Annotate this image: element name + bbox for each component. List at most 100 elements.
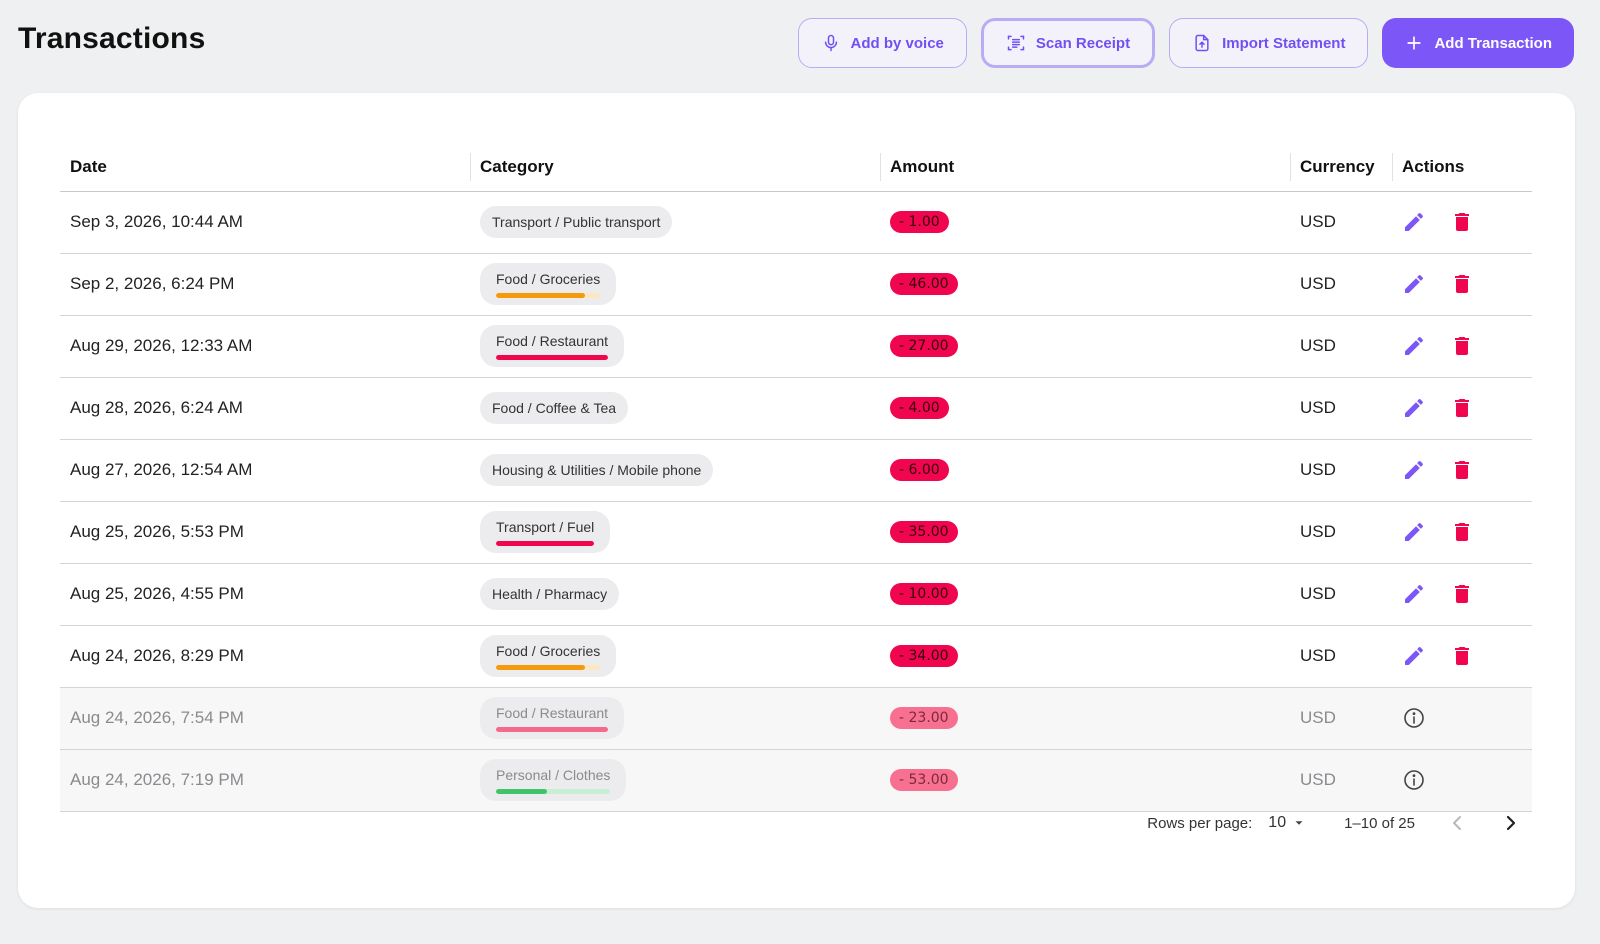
table-row[interactable]: Sep 3, 2026, 10:44 AM Transport / Public…	[60, 191, 1532, 254]
category-chip[interactable]: Transport / Public transport	[480, 206, 673, 238]
edit-icon[interactable]	[1402, 458, 1426, 482]
category-label: Health / Pharmacy	[492, 586, 608, 602]
category-chip[interactable]: Food / Restaurant	[480, 697, 625, 739]
amount-badge: - 23.00	[890, 707, 958, 729]
category-chip[interactable]: Transport / Fuel	[480, 511, 611, 553]
actions-cell	[1392, 563, 1532, 626]
edit-icon[interactable]	[1402, 644, 1426, 668]
table-row[interactable]: Aug 24, 2026, 7:19 PM Personal / Clothes…	[60, 749, 1532, 812]
scan-receipt-button[interactable]: Scan Receipt	[980, 18, 1156, 68]
budget-progress-fill	[496, 664, 585, 670]
category-label: Food / Groceries	[496, 642, 601, 659]
category-chip[interactable]: Housing & Utilities / Mobile phone	[480, 454, 714, 486]
chevron-left-icon[interactable]	[1445, 811, 1469, 835]
category-cell: Health / Pharmacy	[470, 563, 880, 626]
delete-icon[interactable]	[1450, 458, 1474, 482]
amount-cell: - 53.00	[880, 749, 1290, 812]
add-transaction-button[interactable]: Add Transaction	[1382, 18, 1574, 68]
chevron-right-icon[interactable]	[1499, 811, 1523, 835]
category-cell: Food / Coffee & Tea	[470, 377, 880, 440]
column-header-amount[interactable]: Amount	[880, 143, 1290, 192]
amount-badge: - 35.00	[890, 521, 958, 543]
column-header-category[interactable]: Category	[470, 143, 880, 192]
table-row[interactable]: Aug 25, 2026, 5:53 PM Transport / Fuel -…	[60, 501, 1532, 564]
date-cell: Sep 3, 2026, 10:44 AM	[60, 191, 470, 254]
column-header-date[interactable]: Date	[60, 143, 470, 192]
table-row[interactable]: Aug 24, 2026, 8:29 PM Food / Groceries -…	[60, 625, 1532, 688]
amount-cell: - 46.00	[880, 253, 1290, 316]
category-chip[interactable]: Health / Pharmacy	[480, 578, 620, 610]
table-row[interactable]: Aug 25, 2026, 4:55 PM Health / Pharmacy …	[60, 563, 1532, 626]
actions-cell	[1392, 377, 1532, 440]
delete-icon[interactable]	[1450, 272, 1474, 296]
category-cell: Food / Restaurant	[470, 687, 880, 750]
actions-cell	[1392, 501, 1532, 564]
category-chip[interactable]: Food / Groceries	[480, 263, 617, 305]
category-chip[interactable]: Personal / Clothes	[480, 759, 627, 801]
amount-cell: - 10.00	[880, 563, 1290, 626]
table-row[interactable]: Aug 24, 2026, 7:54 PM Food / Restaurant …	[60, 687, 1532, 750]
add-by-voice-label: Add by voice	[850, 34, 944, 52]
category-cell: Food / Groceries	[470, 253, 880, 316]
delete-icon[interactable]	[1450, 582, 1474, 606]
currency-cell: USD	[1290, 315, 1392, 378]
category-chip[interactable]: Food / Groceries	[480, 635, 617, 677]
table-row[interactable]: Sep 2, 2026, 6:24 PM Food / Groceries - …	[60, 253, 1532, 316]
actions-cell	[1392, 687, 1532, 750]
edit-icon[interactable]	[1402, 210, 1426, 234]
currency-cell: USD	[1290, 377, 1392, 440]
delete-icon[interactable]	[1450, 644, 1474, 668]
delete-icon[interactable]	[1450, 210, 1474, 234]
delete-icon[interactable]	[1450, 520, 1474, 544]
transactions-card: Date Category Amount Currency Actions Se…	[18, 93, 1575, 908]
scan-icon	[1007, 35, 1025, 51]
column-header-currency[interactable]: Currency	[1290, 143, 1392, 192]
budget-progress-fill	[496, 354, 609, 360]
info-icon[interactable]	[1402, 768, 1426, 792]
budget-progress-bar	[496, 354, 609, 360]
table-row[interactable]: Aug 28, 2026, 6:24 AM Food / Coffee & Te…	[60, 377, 1532, 440]
amount-cell: - 35.00	[880, 501, 1290, 564]
add-by-voice-button[interactable]: Add by voice	[797, 18, 967, 68]
info-icon[interactable]	[1402, 706, 1426, 730]
date-cell: Aug 28, 2026, 6:24 AM	[60, 377, 470, 440]
caret-down-icon	[1295, 821, 1303, 825]
edit-icon[interactable]	[1402, 582, 1426, 606]
import-statement-button[interactable]: Import Statement	[1169, 18, 1369, 68]
category-chip[interactable]: Food / Coffee & Tea	[480, 392, 629, 424]
category-label: Transport / Fuel	[496, 518, 595, 535]
scan-receipt-label: Scan Receipt	[1035, 34, 1131, 52]
category-cell: Housing & Utilities / Mobile phone	[470, 439, 880, 502]
currency-cell: USD	[1290, 439, 1392, 502]
amount-badge: - 34.00	[890, 645, 958, 667]
actions-cell	[1392, 749, 1532, 812]
delete-icon[interactable]	[1450, 396, 1474, 420]
date-cell: Aug 24, 2026, 7:54 PM	[60, 687, 470, 750]
edit-icon[interactable]	[1402, 334, 1426, 358]
category-label: Food / Coffee & Tea	[492, 400, 617, 416]
category-label: Transport / Public transport	[492, 214, 661, 230]
edit-icon[interactable]	[1402, 272, 1426, 296]
pagination: Rows per page: 10 1–10 of 25	[1147, 811, 1523, 835]
category-label: Housing & Utilities / Mobile phone	[492, 462, 702, 478]
category-cell: Food / Groceries	[470, 625, 880, 688]
table-row[interactable]: Aug 27, 2026, 12:54 AM Housing & Utiliti…	[60, 439, 1532, 502]
table-header-row: Date Category Amount Currency Actions	[60, 143, 1532, 192]
currency-cell: USD	[1290, 501, 1392, 564]
budget-progress-fill	[496, 540, 595, 546]
edit-icon[interactable]	[1402, 520, 1426, 544]
currency-cell: USD	[1290, 253, 1392, 316]
amount-cell: - 6.00	[880, 439, 1290, 502]
edit-icon[interactable]	[1402, 396, 1426, 420]
budget-progress-fill	[496, 726, 609, 732]
category-cell: Food / Restaurant	[470, 315, 880, 378]
category-chip[interactable]: Food / Restaurant	[480, 325, 625, 367]
table-row[interactable]: Aug 29, 2026, 12:33 AM Food / Restaurant…	[60, 315, 1532, 378]
rows-per-page-select[interactable]: 10	[1268, 814, 1306, 832]
date-cell: Aug 27, 2026, 12:54 AM	[60, 439, 470, 502]
date-cell: Aug 24, 2026, 8:29 PM	[60, 625, 470, 688]
amount-badge: - 10.00	[890, 583, 958, 605]
delete-icon[interactable]	[1450, 334, 1474, 358]
budget-progress-bar	[496, 292, 601, 298]
category-label: Food / Restaurant	[496, 704, 609, 721]
